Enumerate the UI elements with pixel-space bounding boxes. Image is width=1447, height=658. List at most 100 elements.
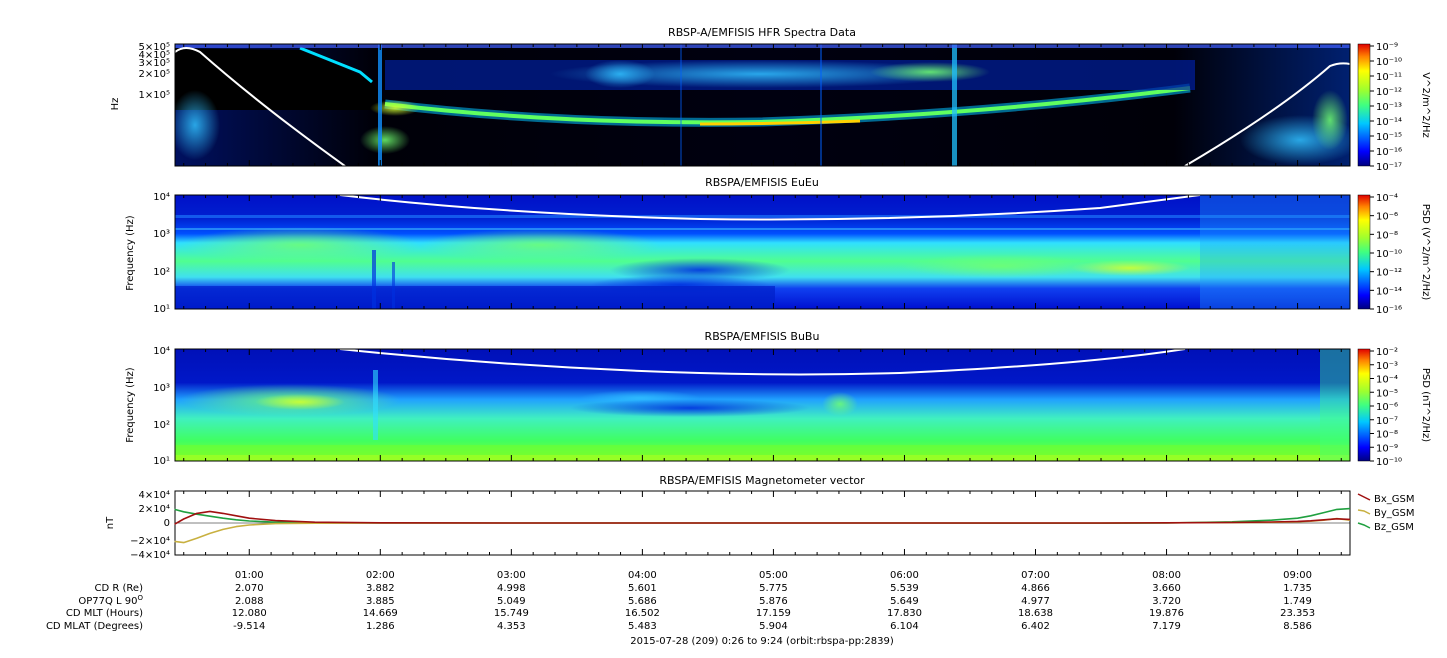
time-tick-label: 08:00 (1152, 570, 1181, 581)
bubu-colorbar-tick: 10⁻⁹ (1376, 443, 1398, 454)
mag-y-tick: 0 (164, 518, 170, 529)
hfr-y-tick: 2×10⁵ (139, 69, 170, 80)
ephemeris-value: 5.539 (890, 583, 919, 594)
ephemeris-value: 8.586 (1283, 621, 1312, 632)
footer-time-range: 2015-07-28 (209) 0:26 to 9:24 (orbit:rbs… (630, 636, 894, 647)
ephemeris-value: 3.660 (1152, 583, 1181, 594)
eueu-y-axis: 10⁴ 10³ 10² 10¹ Frequency (Hz) (125, 192, 170, 315)
ephemeris-value: 1.286 (366, 621, 395, 632)
hfr-y-label: Hz (110, 98, 121, 111)
hfr-colorbar-tick: 10⁻¹⁷ (1376, 162, 1402, 173)
ephemeris-value: 2.088 (235, 596, 264, 607)
ephemeris-row-label: OP77Q L 90O (78, 594, 143, 607)
eueu-y-label: Frequency (Hz) (125, 215, 136, 291)
ephemeris-value: 14.669 (363, 608, 398, 619)
bz-legend-label: Bz_GSM (1374, 522, 1414, 533)
bubu-y-tick: 10⁴ (153, 346, 170, 357)
ephemeris-value: 15.749 (494, 608, 529, 619)
eueu-colorbar: 10⁻⁴ 10⁻⁶ 10⁻⁸ 10⁻¹⁰ 10⁻¹² 10⁻¹⁴ 10⁻¹⁶ PSD (V^… (1357, 193, 1431, 316)
eueu-y-tick: 10¹ (153, 304, 170, 315)
eueu-colorbar-tick: 10⁻¹⁶ (1376, 305, 1402, 316)
bubu-spectrogram (175, 349, 1350, 461)
ephemeris-value: 5.049 (497, 596, 526, 607)
time-tick-label: 04:00 (628, 570, 657, 581)
bubu-colorbar-tick: 10⁻² (1376, 347, 1398, 358)
mag-panel-title: RBSPA/EMFISIS Magnetometer vector (659, 474, 865, 487)
eueu-colorbar-tick: 10⁻¹⁰ (1376, 249, 1402, 260)
ephemeris-row-label-sup: O (137, 594, 143, 602)
eueu-colorbar-tick: 10⁻⁶ (1376, 212, 1398, 223)
ephemeris-value: 5.686 (628, 596, 657, 607)
hfr-colorbar-tick: 10⁻¹¹ (1376, 72, 1402, 83)
hfr-colorbar-tick: 10⁻¹² (1376, 87, 1402, 98)
bubu-colorbar-tick: 10⁻³ (1376, 361, 1398, 372)
time-tick-label: 07:00 (1021, 570, 1050, 581)
ephemeris-value: 4.353 (497, 621, 526, 632)
mag-panel: RBSPA/EMFISIS Magnetometer vector 4×10⁴ … (105, 474, 1415, 561)
ephemeris-row-label: CD MLAT (Degrees) (46, 621, 143, 632)
mag-y-tick: −2×10⁴ (130, 536, 170, 547)
time-tick-label: 09:00 (1283, 570, 1312, 581)
ephemeris-value: 18.638 (1018, 608, 1053, 619)
time-tick-marks (183, 44, 1342, 555)
bubu-y-tick: 10³ (153, 383, 170, 394)
bubu-y-label: Frequency (Hz) (125, 367, 136, 443)
bubu-panel: RBSPA/EMFISIS BuBu 10⁴ 10³ 10² 10¹ Frequ… (125, 330, 1431, 468)
bubu-colorbar-tick: 10⁻⁴ (1376, 375, 1398, 386)
time-tick-label: 02:00 (366, 570, 395, 581)
hfr-colorbar-label: V^2/m^2/Hz (1420, 72, 1431, 138)
time-tick-label: 03:00 (497, 570, 526, 581)
ephemeris-value: 4.866 (1021, 583, 1050, 594)
bx-gsm-series-line (174, 510, 1351, 525)
bubu-colorbar: 10⁻² 10⁻³ 10⁻⁴ 10⁻⁵ 10⁻⁶ 10⁻⁷ 10⁻⁸ 10⁻⁹ 10⁻¹⁰ PS… (1357, 347, 1431, 468)
eueu-y-tick: 10² (153, 267, 170, 278)
by-legend-label: By_GSM (1374, 508, 1415, 519)
ephemeris-value: 3.885 (366, 596, 395, 607)
eueu-colorbar-tick: 10⁻¹² (1376, 268, 1402, 279)
bubu-y-tick: 10² (153, 420, 170, 431)
ephemeris-value: 5.876 (759, 596, 788, 607)
time-tick-label: 06:00 (890, 570, 919, 581)
hfr-colorbar-tick: 10⁻¹⁶ (1376, 147, 1402, 158)
bubu-colorbar-tick: 10⁻⁶ (1376, 402, 1398, 413)
bx-legend-swatch (1357, 493, 1371, 501)
ephemeris-value: 23.353 (1280, 608, 1315, 619)
hfr-spectrogram (175, 44, 1350, 166)
ephemeris-value: 16.502 (625, 608, 660, 619)
hfr-colorbar-tick: 10⁻¹³ (1376, 102, 1402, 113)
hfr-y-tick: 1×10⁵ (139, 90, 170, 101)
bubu-panel-title: RBSPA/EMFISIS BuBu (705, 330, 820, 343)
mag-y-tick: 4×10⁴ (139, 490, 170, 501)
ephemeris-value: 6.104 (890, 621, 919, 632)
ephemeris-value: 2.070 (235, 583, 264, 594)
eueu-colorbar-tick: 10⁻¹⁴ (1376, 286, 1402, 297)
hfr-colorbar-tick: 10⁻¹⁴ (1376, 117, 1402, 128)
ephemeris-value: 4.977 (1021, 596, 1050, 607)
hfr-y-tick: 4×10⁵ (139, 50, 170, 61)
ephemeris-value: -9.514 (233, 621, 265, 632)
ephemeris-value: 3.882 (366, 583, 395, 594)
mag-y-tick: −4×10⁴ (130, 550, 170, 561)
ephemeris-value: 7.179 (1152, 621, 1181, 632)
time-tick-label: 05:00 (759, 570, 788, 581)
eueu-spectrogram (175, 195, 1350, 309)
ephemeris-table: 01:00 02:00 03:00 04:00 05:00 06:00 07:00 08:00… (46, 570, 1315, 632)
bubu-colorbar-tick: 10⁻¹⁰ (1376, 457, 1402, 468)
ephemeris-value: 4.998 (497, 583, 526, 594)
eueu-colorbar-label: PSD (V^2/m^2/Hz) (1420, 204, 1431, 301)
eueu-panel-title: RBSPA/EMFISIS EuEu (705, 176, 819, 189)
ephemeris-value: 1.749 (1283, 596, 1312, 607)
hfr-panel-title: RBSP-A/EMFISIS HFR Spectra Data (668, 26, 856, 39)
ephemeris-value: 6.402 (1021, 621, 1050, 632)
hfr-colorbar-ticks: 10⁻⁹ 10⁻¹⁰ 10⁻¹¹ 10⁻¹² 10⁻¹³ 10⁻¹⁴ 10⁻¹⁵ 10⁻¹⁶ 1… (1370, 42, 1402, 173)
ephemeris-row-label: CD MLT (Hours) (66, 608, 143, 619)
hfr-panel: RBSP-A/EMFISIS HFR Spectra Data (110, 26, 1431, 173)
ephemeris-value: 12.080 (232, 608, 267, 619)
ephemeris-value: 1.735 (1283, 583, 1312, 594)
ephemeris-value: 5.649 (890, 596, 919, 607)
mag-legend: Bx_GSM By_GSM Bz_GSM (1357, 493, 1415, 533)
hfr-y-axis: 5×10⁵ 4×10⁵ 3×10⁵ 2×10⁵ 1×10⁵ Hz (110, 42, 170, 110)
bubu-y-axis: 10⁴ 10³ 10² 10¹ Frequency (Hz) (125, 346, 170, 467)
ephemeris-value: 5.601 (628, 583, 657, 594)
